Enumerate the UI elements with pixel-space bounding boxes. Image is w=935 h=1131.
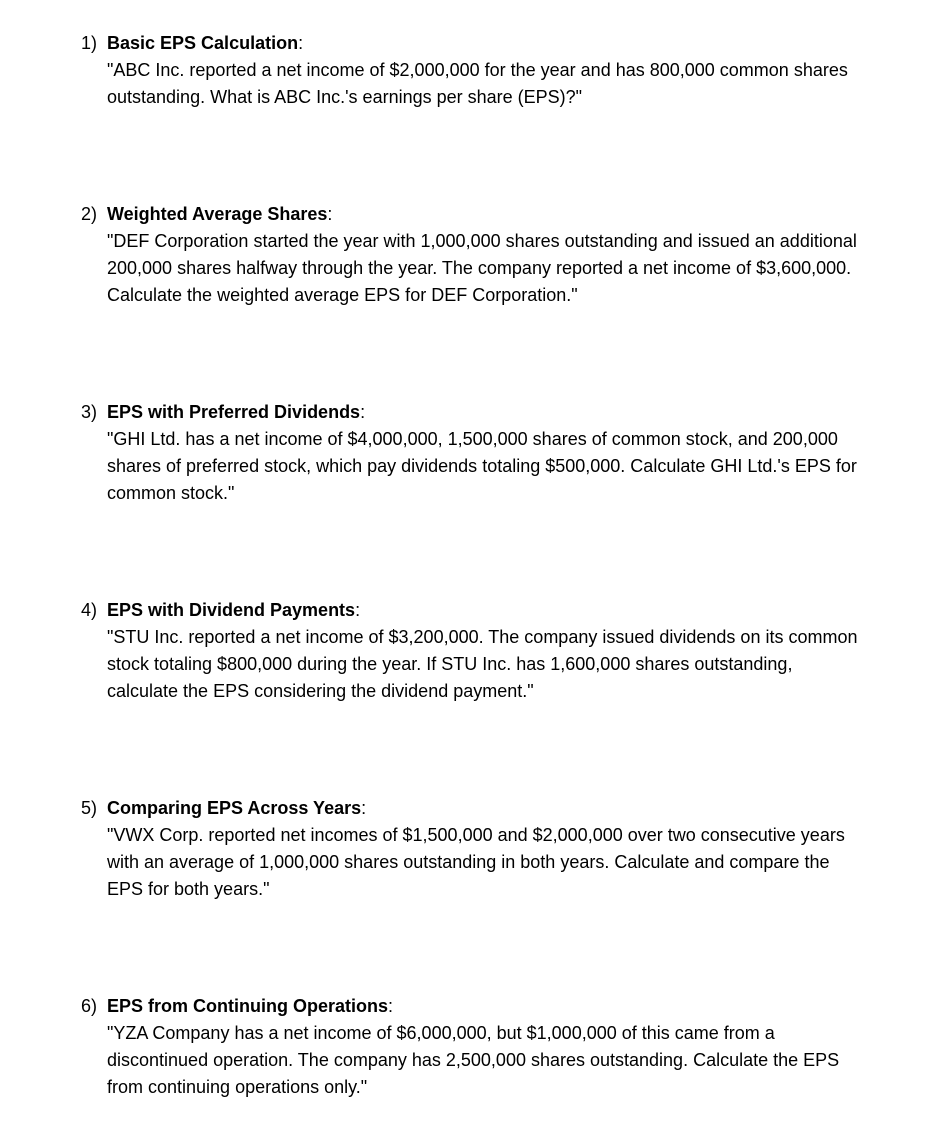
- question-colon: :: [355, 600, 360, 620]
- question-number: 5): [75, 795, 107, 822]
- question-title: Comparing EPS Across Years: [107, 798, 361, 818]
- question-item: 2) Weighted Average Shares: "DEF Corpora…: [75, 201, 860, 309]
- question-number: 6): [75, 993, 107, 1020]
- question-number: 3): [75, 399, 107, 426]
- question-item: 1) Basic EPS Calculation: "ABC Inc. repo…: [75, 30, 860, 111]
- question-colon: :: [360, 402, 365, 422]
- question-body: "VWX Corp. reported net incomes of $1,50…: [107, 822, 860, 903]
- question-number: 1): [75, 30, 107, 57]
- question-colon: :: [361, 798, 366, 818]
- question-title: EPS from Continuing Operations: [107, 996, 388, 1016]
- question-number: 4): [75, 597, 107, 624]
- question-body: "ABC Inc. reported a net income of $2,00…: [107, 57, 860, 111]
- question-content: EPS with Dividend Payments: "STU Inc. re…: [107, 597, 860, 705]
- question-body: "DEF Corporation started the year with 1…: [107, 228, 860, 309]
- question-item: 6) EPS from Continuing Operations: "YZA …: [75, 993, 860, 1101]
- question-content: EPS with Preferred Dividends: "GHI Ltd. …: [107, 399, 860, 507]
- question-list: 1) Basic EPS Calculation: "ABC Inc. repo…: [75, 30, 860, 1101]
- question-item: 4) EPS with Dividend Payments: "STU Inc.…: [75, 597, 860, 705]
- question-body: "STU Inc. reported a net income of $3,20…: [107, 624, 860, 705]
- question-colon: :: [388, 996, 393, 1016]
- question-colon: :: [327, 204, 332, 224]
- question-colon: :: [298, 33, 303, 53]
- question-title: EPS with Dividend Payments: [107, 600, 355, 620]
- question-number: 2): [75, 201, 107, 228]
- question-content: Basic EPS Calculation: "ABC Inc. reporte…: [107, 30, 860, 111]
- question-body: "GHI Ltd. has a net income of $4,000,000…: [107, 426, 860, 507]
- question-title: Weighted Average Shares: [107, 204, 327, 224]
- question-content: Comparing EPS Across Years: "VWX Corp. r…: [107, 795, 860, 903]
- question-title: Basic EPS Calculation: [107, 33, 298, 53]
- question-content: Weighted Average Shares: "DEF Corporatio…: [107, 201, 860, 309]
- question-title: EPS with Preferred Dividends: [107, 402, 360, 422]
- question-content: EPS from Continuing Operations: "YZA Com…: [107, 993, 860, 1101]
- question-item: 5) Comparing EPS Across Years: "VWX Corp…: [75, 795, 860, 903]
- question-item: 3) EPS with Preferred Dividends: "GHI Lt…: [75, 399, 860, 507]
